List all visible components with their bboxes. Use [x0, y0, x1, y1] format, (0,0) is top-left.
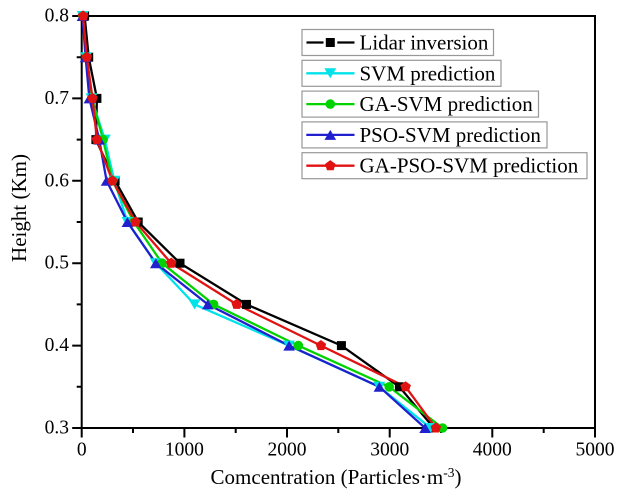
- svg-text:4000: 4000: [473, 440, 512, 461]
- svg-text:GA-PSO-SVM prediction: GA-PSO-SVM prediction: [360, 154, 579, 178]
- svg-text:Comcentration (Particles·m-3): Comcentration (Particles·m-3): [211, 465, 462, 489]
- svg-text:1000: 1000: [165, 440, 204, 461]
- svg-text:Height (Km): Height (Km): [7, 154, 31, 262]
- svg-text:3000: 3000: [370, 440, 409, 461]
- svg-text:PSO-SVM prediction: PSO-SVM prediction: [360, 123, 542, 147]
- svg-text:0.7: 0.7: [45, 88, 70, 109]
- svg-text:0.6: 0.6: [45, 170, 70, 191]
- svg-text:GA-SVM prediction: GA-SVM prediction: [360, 92, 534, 116]
- svg-text:0: 0: [77, 440, 87, 461]
- svg-text:0.8: 0.8: [45, 6, 69, 27]
- svg-text:0.3: 0.3: [45, 418, 69, 439]
- svg-text:5000: 5000: [576, 440, 615, 461]
- svg-text:Lidar inversion: Lidar inversion: [360, 31, 489, 55]
- svg-text:0.4: 0.4: [45, 335, 70, 356]
- svg-text:SVM prediction: SVM prediction: [360, 61, 496, 85]
- svg-text:0.5: 0.5: [45, 253, 69, 274]
- svg-text:2000: 2000: [268, 440, 307, 461]
